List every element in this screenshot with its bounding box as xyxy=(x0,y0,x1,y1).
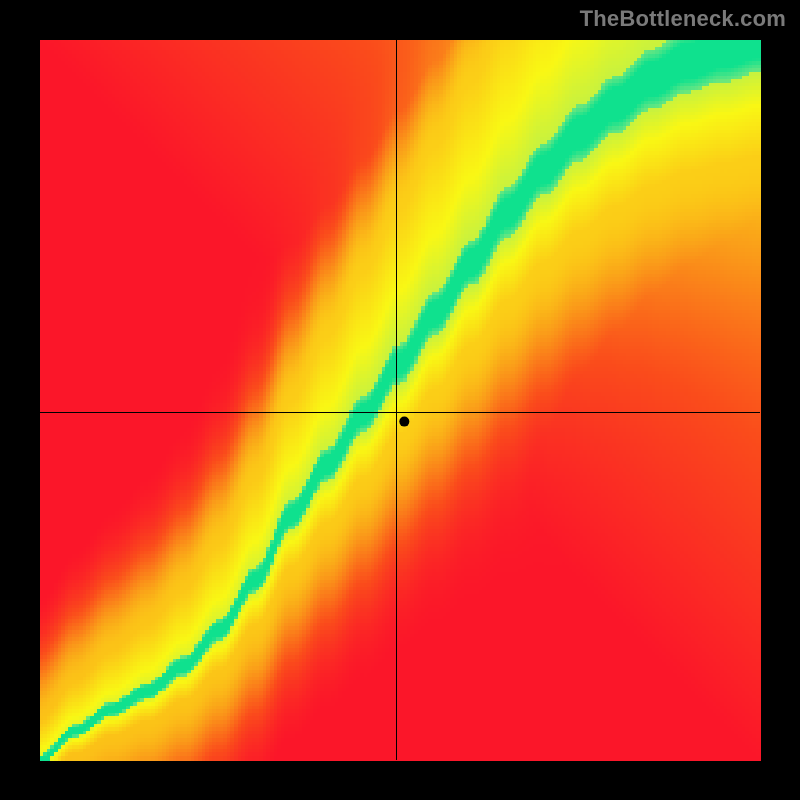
chart-frame: TheBottleneck.com xyxy=(0,0,800,800)
heatmap-canvas xyxy=(0,0,800,800)
